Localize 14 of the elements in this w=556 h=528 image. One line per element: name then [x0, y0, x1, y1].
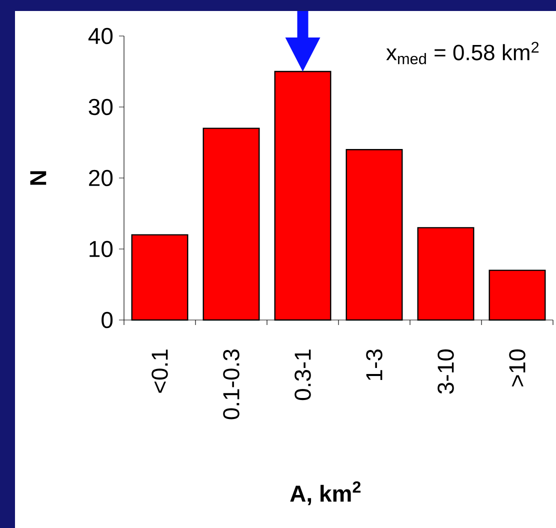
x-tick-label: 0.3-1: [294, 350, 311, 400]
x-tick-label: 1-3: [366, 350, 382, 380]
y-tick-label: 0: [102, 312, 113, 328]
y-tick-label: 30: [88, 98, 113, 116]
y-tick-label: 20: [89, 170, 113, 186]
x-tick-label: 0.1-0.3: [223, 350, 240, 420]
x-tick-label: >10: [509, 349, 526, 386]
x-tick-label: 3-10: [438, 349, 454, 394]
x-axis-title: A, km$^{2}$: [290, 481, 361, 506]
y-tick-label: 40: [88, 28, 113, 44]
x-tick-label: <0.1: [152, 350, 168, 393]
y-tick-label: 10: [90, 240, 113, 258]
annotation: x$_{med}$ = 0.58 km$^{2}$: [386, 42, 539, 64]
y-axis-title: N: [30, 171, 46, 185]
